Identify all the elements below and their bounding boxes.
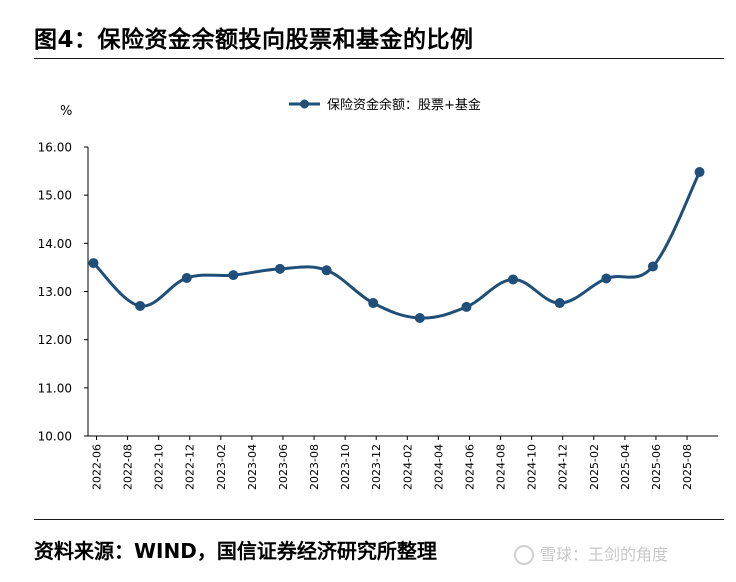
data-point	[647, 261, 658, 272]
y-tick-label: 10.00	[38, 430, 72, 444]
x-tick-label: 2023-06	[277, 444, 290, 490]
watermark-text: 雪球：王剑的角度	[540, 545, 669, 564]
x-tick-label: 2024-04	[432, 444, 445, 490]
data-point	[135, 300, 146, 311]
x-tick-label: 2024-06	[463, 444, 476, 490]
y-tick-label: 14.00	[38, 237, 72, 251]
source-note: 资料来源：WIND，国信证券经济研究所整理	[34, 539, 437, 563]
y-tick-label: 12.00	[38, 333, 72, 347]
axes	[87, 147, 718, 437]
data-point	[508, 274, 519, 285]
x-tick-label: 2023-04	[246, 444, 259, 490]
x-tick-label: 2023-08	[308, 444, 321, 490]
y-tick-label: 16.00	[38, 141, 72, 155]
y-tick-label: 13.00	[38, 285, 72, 299]
x-tick-label: 2022-08	[122, 444, 135, 490]
x-tick-label: 2024-10	[526, 444, 539, 490]
data-point	[554, 298, 565, 309]
x-tick-label: 2022-06	[91, 444, 104, 490]
x-tick-label: 2024-08	[495, 444, 508, 490]
x-tick-label: 2023-10	[339, 444, 352, 490]
x-tick-label: 2024-02	[401, 444, 414, 490]
watermark: 雪球：王剑的角度	[514, 541, 668, 565]
y-axis-label: %	[60, 104, 72, 119]
data-point	[461, 301, 472, 312]
x-tick-label: 2022-10	[153, 444, 166, 490]
series-markers	[88, 167, 705, 323]
data-point	[601, 273, 612, 284]
data-point	[414, 312, 425, 323]
y-tick-label: 11.00	[38, 381, 72, 395]
x-axis-ticks: 2022-06 2022-08 2022-10 2022-12 2023-02 2023-…	[91, 436, 694, 490]
data-point	[181, 273, 192, 284]
x-tick-label: 2023-02	[215, 444, 228, 490]
x-tick-label: 2024-12	[557, 444, 570, 490]
data-point	[694, 167, 705, 178]
series-line	[92, 171, 701, 320]
y-axis-ticks: 10.00 11.00 12.00 13.00 14.00 15.00 16.00	[38, 141, 88, 444]
x-tick-label: 2025-04	[619, 444, 632, 490]
bottom-divider	[34, 519, 724, 520]
legend-marker	[300, 99, 309, 109]
top-divider	[34, 58, 724, 59]
legend-label: 保险资金余额：股票+基金	[327, 97, 481, 113]
data-point	[274, 263, 285, 274]
x-tick-label: 2025-06	[650, 444, 663, 490]
figure-title: 图4：保险资金余额投向股票和基金的比例	[34, 27, 474, 53]
data-point	[368, 298, 379, 309]
snowball-logo-icon	[514, 545, 534, 565]
x-tick-label: 2023-12	[370, 444, 383, 490]
data-point	[321, 265, 332, 276]
x-tick-label: 2025-02	[588, 444, 601, 490]
chart-legend: 保险资金余额：股票+基金	[289, 97, 481, 113]
data-point	[88, 258, 99, 269]
x-tick-label: 2025-08	[681, 444, 694, 490]
y-tick-label: 15.00	[38, 189, 72, 203]
data-point	[228, 270, 239, 281]
x-tick-label: 2022-12	[184, 444, 197, 490]
